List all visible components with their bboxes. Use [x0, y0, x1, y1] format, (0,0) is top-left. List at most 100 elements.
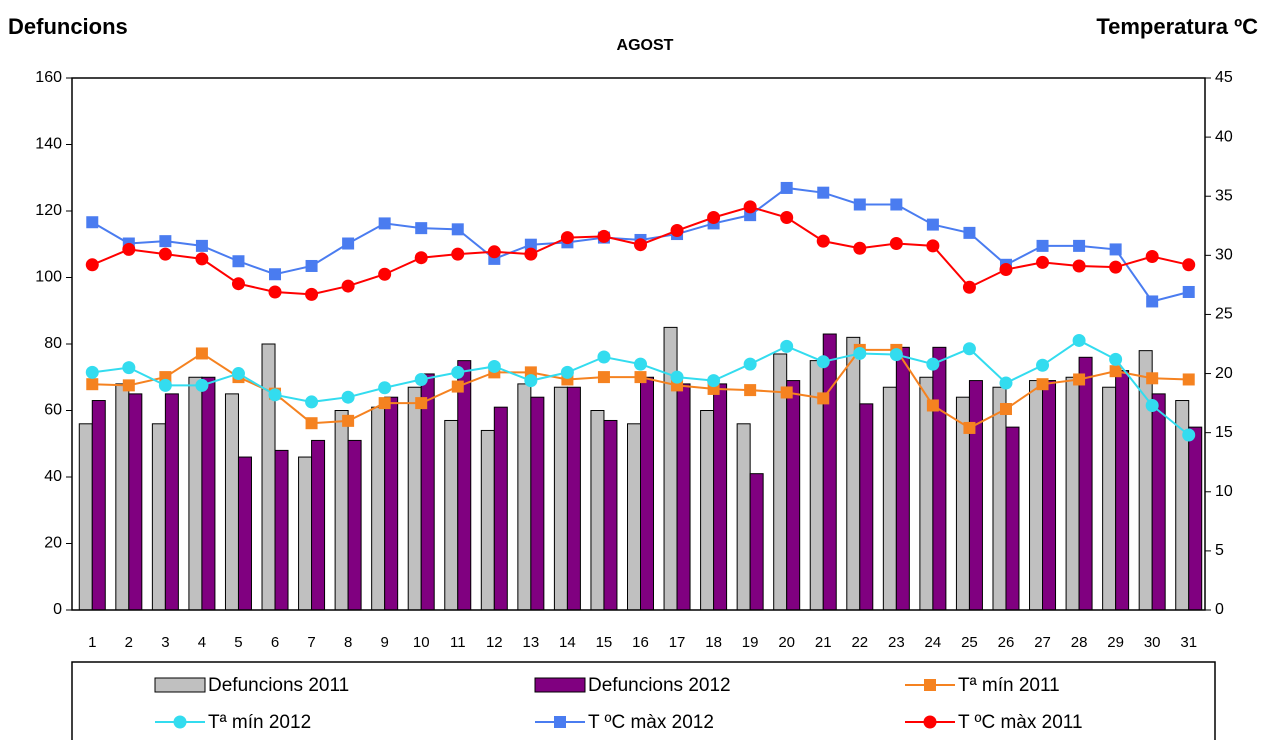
point	[780, 181, 793, 194]
point	[816, 234, 830, 248]
point	[1146, 295, 1159, 308]
bar	[713, 383, 728, 611]
x-tick-label: 7	[307, 634, 315, 651]
bar	[1042, 380, 1057, 611]
x-tick-label: 9	[380, 634, 388, 651]
point	[231, 367, 245, 381]
y2-tick-label: 10	[1215, 483, 1233, 500]
legend-marker	[173, 715, 187, 729]
point	[159, 235, 172, 248]
point	[268, 388, 282, 402]
x-tick-label: 26	[998, 634, 1015, 651]
y2-tick-label: 35	[1215, 187, 1233, 204]
x-tick-label: 24	[925, 634, 942, 651]
point	[415, 397, 428, 410]
point	[268, 285, 282, 299]
legend-box	[71, 661, 1216, 740]
x-tick-label: 10	[413, 634, 430, 651]
bar	[736, 423, 751, 611]
bar	[201, 376, 216, 611]
legend-marker	[924, 679, 936, 691]
point	[378, 267, 392, 281]
point	[926, 218, 939, 231]
point	[1036, 255, 1050, 269]
point	[341, 279, 355, 293]
point	[451, 223, 464, 236]
x-tick-label: 30	[1144, 634, 1161, 651]
bar	[384, 396, 399, 611]
point	[1109, 352, 1123, 366]
bar	[407, 386, 422, 611]
bar	[164, 393, 179, 611]
x-tick-label: 23	[888, 634, 905, 651]
point	[634, 357, 647, 371]
x-tick-label: 13	[523, 634, 540, 651]
point	[926, 239, 940, 253]
bar	[627, 423, 641, 611]
y2-tick-label: 30	[1215, 247, 1233, 264]
point	[269, 268, 282, 281]
point	[195, 239, 208, 252]
point	[597, 350, 611, 364]
point	[122, 379, 135, 392]
bar	[420, 373, 435, 611]
point	[1145, 250, 1159, 264]
point	[780, 386, 793, 399]
x-tick-label: 20	[778, 634, 795, 651]
bar	[371, 406, 386, 611]
x-tick-label: 15	[596, 634, 613, 651]
point	[1072, 333, 1086, 347]
legend-label: Tª mín 2012	[208, 712, 311, 733]
point	[1072, 259, 1086, 273]
x-tick-label: 17	[669, 634, 686, 651]
point	[926, 399, 939, 412]
point	[305, 395, 319, 409]
x-tick-label: 3	[161, 634, 169, 651]
x-tick-label: 29	[1107, 634, 1124, 651]
y-tick-label: 60	[44, 402, 62, 419]
point	[1109, 243, 1122, 256]
point	[524, 238, 537, 251]
legend-label: Defuncions 2012	[588, 675, 731, 696]
x-tick-label: 5	[234, 634, 242, 651]
point	[1146, 372, 1159, 385]
point	[86, 378, 99, 391]
point	[1145, 398, 1159, 412]
x-tick-label: 6	[271, 634, 279, 651]
point	[560, 231, 574, 245]
point	[378, 397, 391, 410]
point	[1036, 239, 1049, 252]
point	[85, 365, 99, 379]
y2-tick-label: 20	[1215, 365, 1233, 382]
bar	[992, 386, 1007, 611]
point	[305, 417, 318, 430]
legend-label: T ºC màx 2011	[958, 712, 1083, 733]
bar	[91, 400, 106, 611]
point	[670, 370, 684, 384]
bar	[237, 456, 252, 611]
point	[85, 258, 99, 272]
point	[817, 186, 830, 199]
bar	[676, 383, 691, 611]
point	[744, 384, 757, 397]
point	[999, 376, 1013, 390]
point	[853, 198, 866, 211]
y2-tick-label: 0	[1215, 601, 1224, 618]
bar	[1005, 426, 1020, 611]
bar	[932, 346, 947, 611]
point	[414, 251, 428, 265]
point	[158, 247, 172, 261]
y-tick-label: 120	[35, 202, 62, 219]
x-tick-label: 19	[742, 634, 759, 651]
point	[232, 255, 245, 268]
y2-tick-label: 45	[1215, 69, 1233, 86]
point	[1109, 365, 1122, 378]
point	[451, 380, 464, 393]
point	[707, 211, 721, 225]
bar	[1078, 356, 1093, 611]
bar	[786, 380, 801, 611]
point	[999, 403, 1012, 416]
y-tick-label: 20	[44, 535, 62, 552]
legend-swatch	[534, 677, 586, 693]
point	[1182, 373, 1195, 386]
